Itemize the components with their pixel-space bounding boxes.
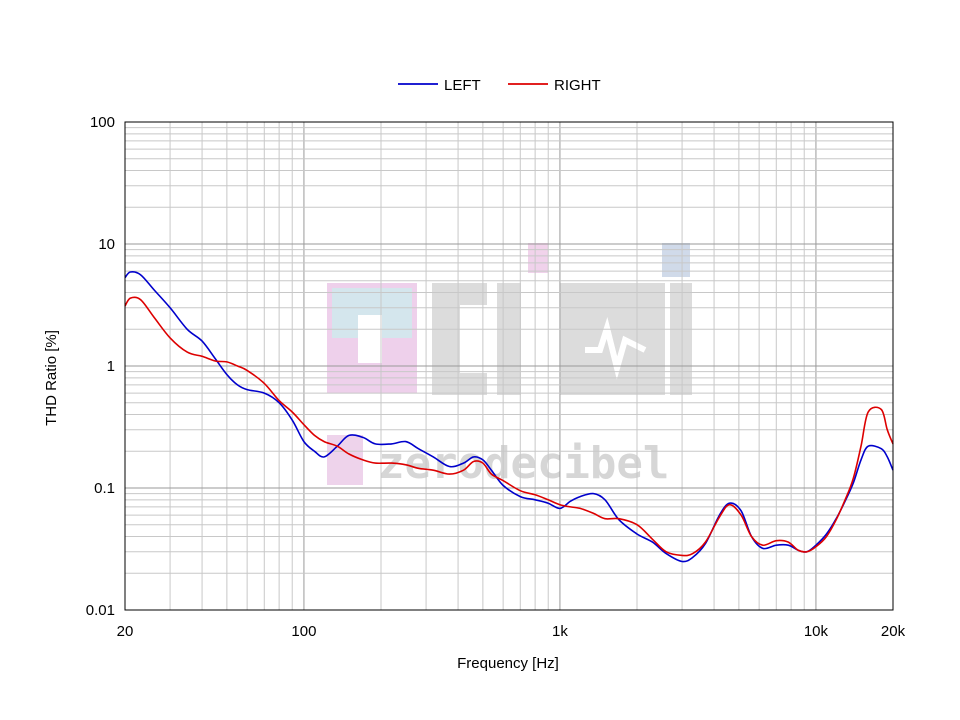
logo-dot-blue — [662, 243, 690, 277]
x-tick-label: 20k — [881, 623, 906, 640]
legend-label-right: RIGHT — [554, 77, 601, 94]
logo-letter-i2 — [670, 283, 692, 395]
y-tick-label: 10 — [98, 236, 115, 253]
logo-wave-icon — [585, 317, 647, 380]
y-tick-label: 0.1 — [94, 480, 115, 497]
y-tick-label: 100 — [90, 114, 115, 131]
series-layer — [124, 270, 894, 563]
series-line-right — [124, 296, 894, 557]
x-tick-label: 1k — [552, 623, 568, 640]
y-tick-label: 0.01 — [86, 602, 115, 619]
logo-block-left-hole — [358, 315, 382, 363]
watermark-text: zerodecibel — [378, 438, 669, 489]
grid-lines — [124, 122, 894, 611]
legend-label-left: LEFT — [444, 77, 481, 94]
logo-dot-pink — [528, 243, 548, 273]
logo-letter-i1 — [497, 283, 521, 395]
x-axis-label: Frequency [Hz] — [457, 655, 559, 672]
logo-small-block — [327, 435, 363, 485]
watermark-logo: zerodecibel — [327, 243, 692, 489]
x-tick-label: 10k — [804, 623, 829, 640]
plot-frame — [124, 121, 894, 611]
x-tick-label: 100 — [291, 623, 316, 640]
y-tick-labels: 100 10 1 0.1 0.01 — [86, 114, 115, 619]
legend: LEFT RIGHT — [398, 77, 601, 94]
x-tick-labels: 20 100 1k 10k 20k — [117, 623, 906, 640]
logo-letter-c-gap — [460, 305, 490, 373]
y-tick-label: 1 — [107, 358, 115, 375]
x-tick-label: 20 — [117, 623, 134, 640]
y-axis-label: THD Ratio [%] — [43, 330, 60, 426]
